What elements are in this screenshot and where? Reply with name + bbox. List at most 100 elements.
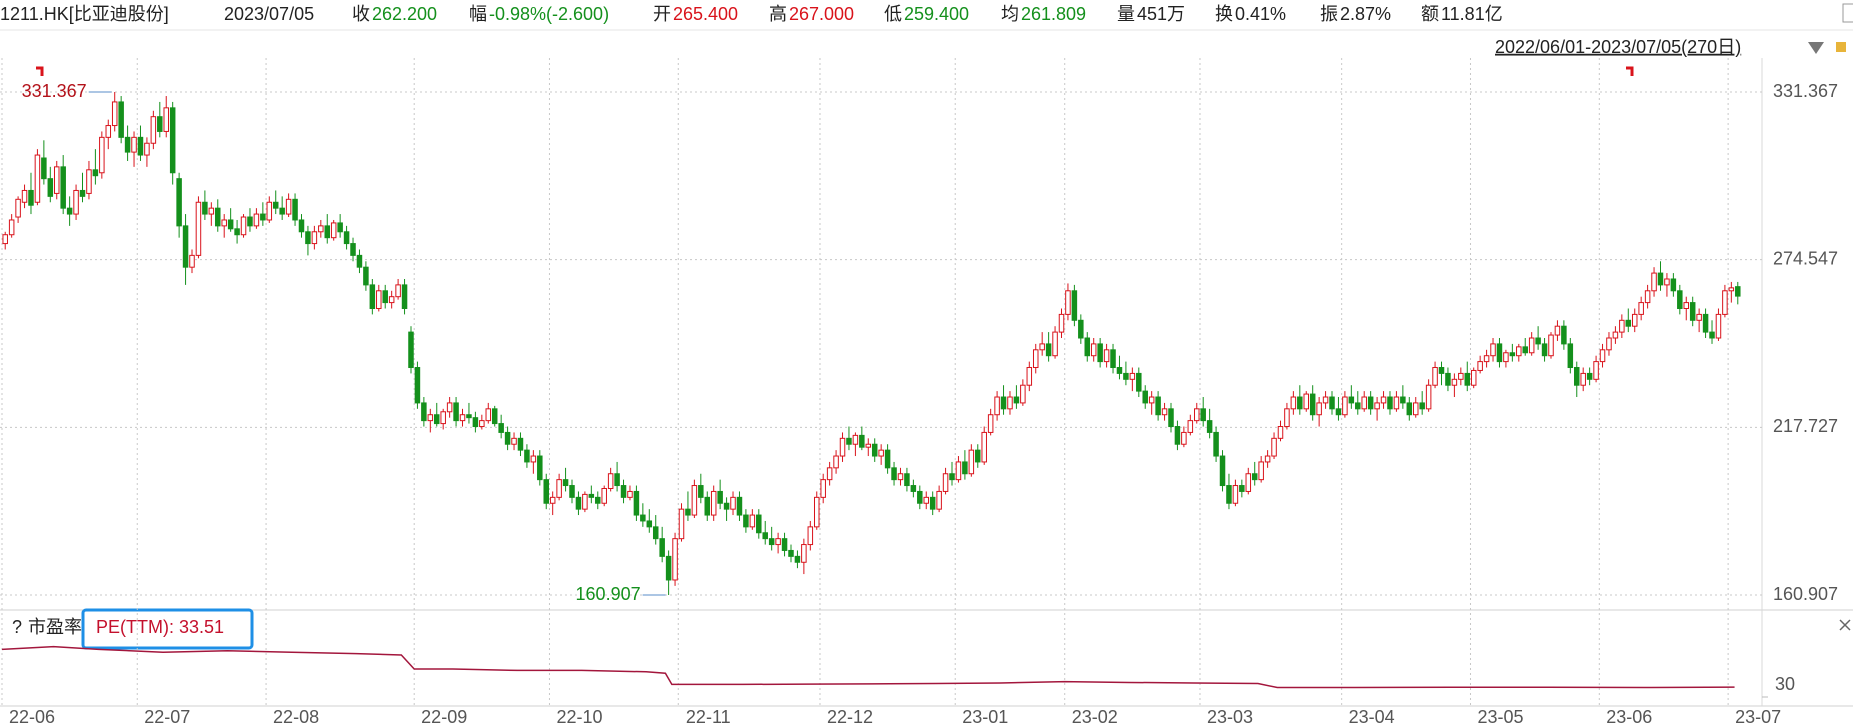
candle-body [1129, 372, 1136, 380]
indicator-box[interactable] [81, 608, 254, 650]
candle-body [28, 189, 34, 206]
candle-body [491, 408, 498, 425]
help-icon[interactable]: ? [12, 617, 22, 637]
lock-icon[interactable] [1836, 42, 1846, 52]
pe-line [1, 645, 1735, 689]
candle-body [227, 219, 234, 230]
candle-body [485, 408, 492, 422]
header-text: 1211.HK[比亚迪股份] [0, 4, 169, 24]
candle-body [1123, 372, 1129, 380]
candle-body [730, 496, 736, 510]
x-tick-label: 23-04 [1349, 707, 1395, 727]
candle-body [131, 136, 137, 153]
candle-body [1541, 343, 1548, 357]
candle-body [1213, 431, 1219, 457]
candle-body [1322, 396, 1329, 404]
candle-body [350, 243, 356, 256]
candle-body [1612, 331, 1619, 339]
candle-body [601, 487, 607, 504]
field-value: 265.400 [673, 4, 738, 24]
candle-body [846, 437, 852, 445]
field-value: 11.81亿 [1441, 4, 1503, 24]
field-value: 262.200 [372, 4, 437, 24]
candle-body [524, 449, 530, 463]
candle-body [813, 496, 820, 528]
panel-icon[interactable] [1842, 3, 1853, 23]
candle-body [1715, 313, 1722, 339]
candle-body [672, 538, 678, 581]
candle-body [1116, 367, 1123, 374]
close-icon[interactable] [1839, 619, 1851, 631]
candle-body [453, 402, 459, 422]
candle-body [1567, 343, 1574, 369]
candle-body [1232, 485, 1239, 504]
y-tick-label: 30 [1775, 674, 1795, 694]
candle-body [41, 157, 47, 180]
x-tick-label: 22-11 [686, 707, 731, 727]
date-range[interactable]: 2022/06/01-2023/07/05(270日) [1495, 37, 1741, 57]
candle-body [987, 414, 994, 433]
candle-body [801, 544, 807, 563]
x-tick-label: 23-02 [1072, 707, 1118, 727]
x-tick-label: 22-07 [144, 707, 190, 727]
candle-body [15, 198, 21, 218]
candle-body [556, 479, 562, 498]
candle-body [994, 396, 1000, 416]
candle-body [897, 473, 904, 481]
candle-body [537, 455, 543, 481]
candle-body [466, 414, 472, 419]
candle-body [1007, 396, 1013, 410]
candle-body [253, 213, 260, 227]
candle-body [582, 493, 588, 510]
dropdown-arrow[interactable] [1808, 42, 1824, 54]
candle-body [1696, 313, 1702, 321]
candle-body [1490, 343, 1496, 357]
candle-body [318, 225, 324, 233]
candle-body [1516, 346, 1522, 357]
candle-body [1361, 396, 1367, 410]
candle-body [1226, 485, 1232, 504]
candle-body [942, 473, 949, 492]
candle-body [401, 284, 408, 309]
candle-body [1470, 369, 1477, 386]
candle-body [962, 461, 968, 475]
candle-body [1496, 343, 1503, 363]
candle-body [1187, 420, 1194, 433]
annotation-label: 160.907 [576, 584, 641, 604]
candle-body [144, 142, 150, 156]
candle-body [234, 228, 240, 236]
candle-body [118, 101, 124, 138]
candle-body [1657, 272, 1664, 286]
field-label: 幅 [469, 4, 487, 24]
candle-body [633, 490, 640, 516]
candle-body [272, 201, 279, 209]
candle-body [1316, 402, 1322, 416]
candle-body [1625, 319, 1632, 327]
candle-body [949, 473, 955, 481]
candle-body [1432, 367, 1438, 386]
candle-body [1065, 290, 1071, 315]
candle-body [1258, 461, 1264, 481]
candle-body [47, 178, 54, 197]
candle-body [1168, 408, 1174, 428]
candle-body [337, 222, 343, 233]
candle-body [1032, 349, 1039, 369]
candle-body [1483, 355, 1490, 363]
candle-body [768, 538, 775, 546]
candle-body [1412, 402, 1419, 416]
candle-body [208, 207, 215, 215]
candle-body [504, 431, 511, 445]
candle-body [698, 485, 704, 498]
candle-body [182, 225, 189, 268]
candle-body [627, 490, 633, 498]
candle-body [311, 231, 318, 245]
candle-body [1348, 396, 1355, 404]
field-value: 2.87% [1340, 4, 1391, 24]
candle-body [1400, 396, 1406, 404]
candle-body [1020, 384, 1026, 404]
candle-body [820, 479, 826, 498]
candle-body [73, 189, 79, 215]
candle-body [1148, 396, 1155, 404]
candle-body [1309, 393, 1316, 416]
candle-body [743, 514, 749, 528]
